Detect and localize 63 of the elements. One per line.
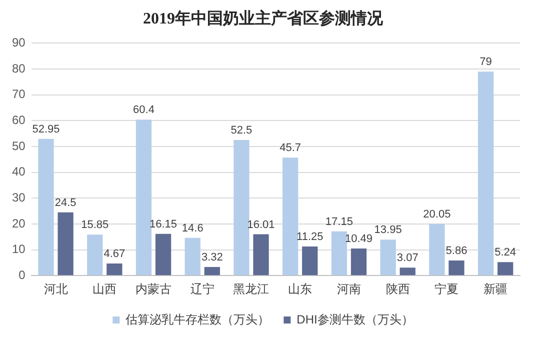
- legend-label: 估算泌乳牛存栏数（万头）: [124, 312, 270, 326]
- x-tick-label: 山东: [288, 282, 312, 296]
- x-tick-label: 陕西: [386, 282, 410, 296]
- y-tick-label: 20: [12, 216, 26, 230]
- y-tick-label: 70: [12, 87, 26, 102]
- data-label: 79: [480, 56, 492, 68]
- data-label: 3.32: [201, 252, 223, 264]
- y-tick-label: 80: [12, 61, 26, 76]
- bar: [429, 224, 445, 276]
- bar: [478, 72, 494, 276]
- data-label: 52.95: [32, 123, 60, 136]
- bar: [400, 268, 416, 276]
- y-tick-label: 50: [12, 138, 26, 153]
- bar: [38, 138, 54, 276]
- data-label: 5.86: [446, 245, 468, 257]
- x-tick-label: 河南: [336, 282, 361, 296]
- bar: [380, 240, 396, 276]
- data-label: 15.85: [81, 219, 109, 232]
- data-label: 52.5: [230, 124, 252, 137]
- data-label: 16.01: [247, 218, 275, 231]
- data-label: 45.7: [280, 142, 302, 154]
- y-tick-label: 10: [12, 242, 26, 256]
- data-label: 24.5: [54, 196, 76, 209]
- x-tick-label: 河北: [44, 282, 68, 296]
- x-tick-label: 辽宁: [190, 282, 214, 296]
- legend-label: DHI参测牛数（万头）: [296, 312, 414, 326]
- y-tick-label: 0: [18, 268, 26, 282]
- data-label: 20.05: [423, 208, 451, 220]
- y-tick-label: 30: [12, 190, 26, 204]
- x-tick-label: 山西: [92, 282, 117, 296]
- y-tick-label: 90: [12, 36, 26, 50]
- bar: [87, 234, 103, 276]
- data-label: 17.15: [325, 216, 353, 228]
- bar: [350, 248, 367, 276]
- bar: [106, 264, 122, 276]
- bar: [302, 246, 318, 276]
- data-label: 5.24: [494, 246, 516, 259]
- data-label: 10.49: [344, 233, 373, 246]
- data-label: 4.67: [104, 248, 126, 260]
- data-label: 13.95: [374, 224, 402, 236]
- bar: [136, 120, 152, 276]
- x-tick-label: 内蒙古: [136, 282, 172, 296]
- data-label: 3.07: [396, 252, 418, 264]
- x-tick-label: 黑龙江: [233, 282, 270, 296]
- bar: [184, 238, 200, 276]
- data-label: 14.6: [182, 222, 204, 234]
- data-label: 16.15: [150, 218, 178, 230]
- bar: [282, 158, 298, 276]
- bar: [204, 267, 220, 276]
- x-tick-label: 宁夏: [434, 282, 459, 296]
- y-tick-label: 60: [12, 112, 26, 127]
- bar: [331, 231, 348, 276]
- data-label: 60.4: [133, 104, 154, 116]
- bar: [253, 234, 269, 276]
- bar: [58, 212, 74, 276]
- chart-title: 2019年中国奶业主产省区参测情况: [143, 8, 384, 28]
- bar: [234, 140, 250, 276]
- bar: [155, 234, 172, 276]
- bar: [448, 260, 464, 276]
- x-tick-label: 新疆: [484, 282, 508, 296]
- y-tick-label: 40: [12, 164, 26, 179]
- bar: [498, 262, 514, 276]
- data-label: 11.25: [296, 231, 324, 244]
